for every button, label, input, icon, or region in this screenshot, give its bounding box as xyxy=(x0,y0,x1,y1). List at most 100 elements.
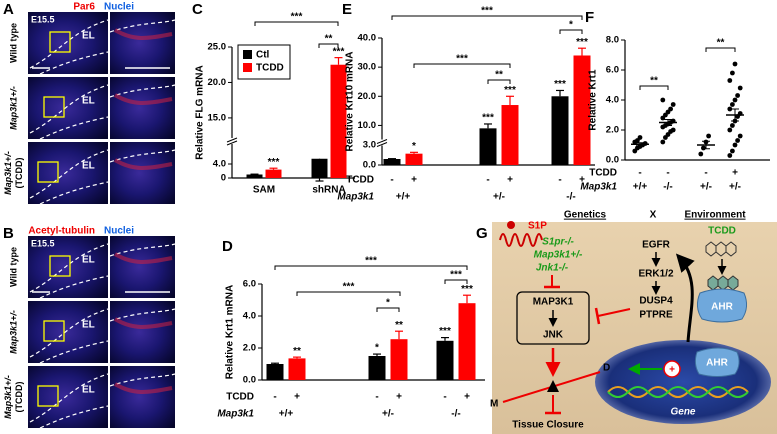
significance-label: ** xyxy=(395,320,403,331)
data-point xyxy=(732,142,738,148)
row-label: (TCDD) xyxy=(14,382,24,413)
panel-label: E xyxy=(342,1,352,18)
tissue-outline xyxy=(39,116,109,140)
tissue-outline xyxy=(29,373,109,423)
panel-label: B xyxy=(3,225,14,242)
significance-bracket xyxy=(254,21,339,26)
tissue-outline xyxy=(39,340,109,364)
micrograph xyxy=(28,142,108,204)
ahr-nuclear-shape xyxy=(694,347,740,377)
micrograph-zoom xyxy=(110,142,175,204)
treatment-label: + xyxy=(579,175,585,186)
category-title: Map3k1 xyxy=(217,409,254,420)
red-signal xyxy=(113,252,173,264)
treatment-label: + xyxy=(411,175,417,186)
red-signal xyxy=(113,317,173,329)
significance-bracket xyxy=(705,47,736,52)
data-point xyxy=(732,61,738,67)
significance-label: ** xyxy=(717,38,725,49)
panel-label: A xyxy=(3,1,14,18)
bar xyxy=(330,64,347,178)
data-point xyxy=(660,97,666,103)
data-point xyxy=(732,97,738,103)
significance-label: ** xyxy=(325,34,333,45)
significance-bracket xyxy=(444,279,468,284)
activation-circle xyxy=(663,360,681,378)
data-point xyxy=(730,123,735,128)
treatment-title: TCDD xyxy=(346,175,374,186)
panel-label: C xyxy=(192,1,203,18)
significance-bracket xyxy=(376,307,400,312)
tissue-outline xyxy=(29,84,109,134)
micrograph-zoom xyxy=(110,366,175,428)
bar xyxy=(479,128,497,165)
panel-label: F xyxy=(585,9,594,26)
significance-label: *** xyxy=(461,284,473,295)
axis-break-mark xyxy=(226,137,238,143)
stage-label: E15.5 xyxy=(31,238,55,248)
treatment-label: - xyxy=(375,392,378,403)
inhibition-bar xyxy=(594,307,601,325)
significance-bracket xyxy=(274,265,468,270)
significance-label: *** xyxy=(291,12,303,23)
significance-label: ** xyxy=(650,76,658,87)
treatment-label: - xyxy=(558,175,561,186)
y-tick-label: 2.0 xyxy=(606,125,619,136)
bar xyxy=(436,340,454,380)
data-point xyxy=(668,106,673,112)
y-tick-label: 2.0 xyxy=(243,343,256,354)
data-point xyxy=(730,70,735,76)
micrograph-zoom xyxy=(110,77,175,139)
y-tick-label: 0 xyxy=(221,173,226,184)
x-tick-label: SAM xyxy=(253,185,275,196)
y-tick-label: 4.0 xyxy=(243,311,256,322)
counterstain-label: Nuclei xyxy=(104,2,134,13)
zoom-box xyxy=(37,161,59,183)
legend-swatch xyxy=(243,50,252,59)
y-axis-label: Relative Krt10 mRNA xyxy=(345,51,356,151)
significance-label: *** xyxy=(365,256,377,267)
row-label: Wild type xyxy=(8,23,18,63)
axis-break xyxy=(377,139,387,146)
bar xyxy=(405,153,423,165)
mutant-label: Jnk1-/- xyxy=(536,263,569,274)
treatment-title: TCDD xyxy=(589,168,617,179)
axis-break-mark xyxy=(376,142,388,147)
ahr-shape xyxy=(696,288,748,323)
x-tick-label: -/- xyxy=(663,182,672,193)
region-label: EL xyxy=(82,255,95,266)
bar xyxy=(501,105,519,165)
axis-break-mark xyxy=(226,140,238,146)
dna-strand xyxy=(607,386,749,398)
genetics-heading: Genetics xyxy=(564,210,607,221)
pathway-label: ERK1/2 xyxy=(638,269,673,280)
tissue-outline xyxy=(39,405,109,429)
micrograph xyxy=(28,12,108,74)
row-label: Map3k1+/- xyxy=(3,375,13,419)
gene-label: Gene xyxy=(670,407,695,418)
s1p-label: S1P xyxy=(528,221,547,232)
significance-label: *** xyxy=(481,6,493,17)
treatment-label: - xyxy=(443,392,446,403)
treatment-label: + xyxy=(294,392,300,403)
data-point xyxy=(706,133,711,139)
bar xyxy=(266,364,284,380)
outcome-label: Tissue Closure xyxy=(512,420,584,431)
micrograph xyxy=(28,301,108,363)
axis-break-mark xyxy=(376,139,388,144)
environment-heading: Environment xyxy=(684,210,746,221)
zoom-box xyxy=(49,255,71,277)
bar xyxy=(390,339,408,380)
treatment-label: + xyxy=(732,168,738,179)
micrograph xyxy=(28,236,108,298)
data-point xyxy=(737,85,743,91)
x-tick-label: +/- xyxy=(700,182,712,193)
bar xyxy=(551,96,569,165)
data-point xyxy=(727,127,733,133)
micrograph-zoom xyxy=(110,301,175,363)
y-axis-label: Relative Krt1 mRNA xyxy=(225,285,236,379)
x-tick-label: -/- xyxy=(451,409,460,420)
y-tick-label: 10.0 xyxy=(358,120,377,131)
y-tick-label: 25.0 xyxy=(208,42,227,53)
